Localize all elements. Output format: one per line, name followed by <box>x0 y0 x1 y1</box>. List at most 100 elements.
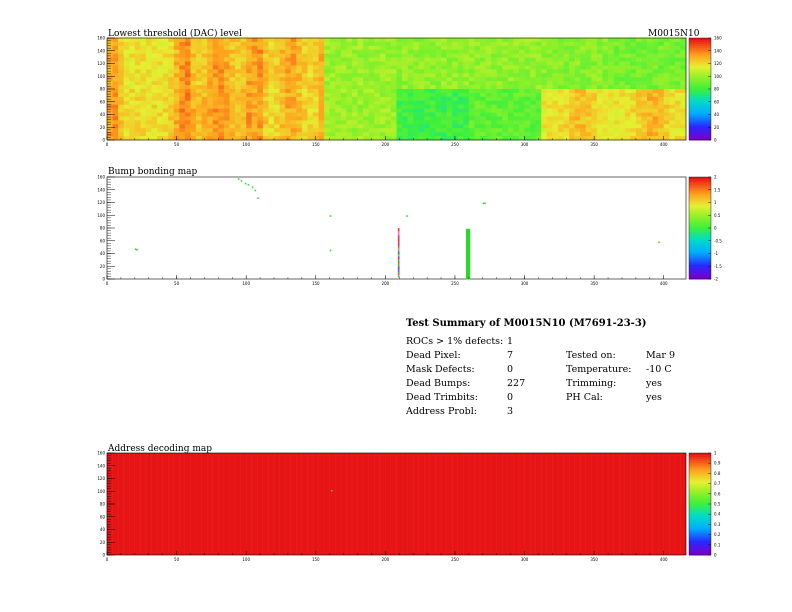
heatmap-cell <box>669 53 676 58</box>
heatmap-cell <box>396 61 403 66</box>
heatmap-cell <box>168 53 175 58</box>
heatmap-cell <box>452 120 459 125</box>
heatmap-cell <box>407 73 414 78</box>
dead-bump <box>136 249 138 251</box>
y-tick-label: 80 <box>100 502 106 507</box>
heatmap-cell <box>368 100 375 105</box>
scale-band <box>689 483 711 487</box>
scale-band <box>689 481 711 484</box>
heatmap-cell <box>179 53 186 58</box>
heatmap-cell <box>635 132 642 137</box>
heatmap-cell <box>123 124 130 129</box>
heatmap-cell <box>324 41 330 47</box>
heatmap-cell <box>663 85 670 90</box>
heatmap-cell <box>201 92 208 98</box>
heatmap-cell <box>518 112 525 117</box>
scale-band <box>689 107 711 110</box>
heatmap-cell <box>452 69 459 74</box>
heatmap-cell <box>474 77 481 82</box>
heatmap-cell <box>251 61 258 66</box>
heatmap-cell <box>184 96 191 102</box>
heatmap-cell <box>145 116 152 121</box>
heatmap-cell <box>546 77 553 82</box>
heatmap-cell <box>162 65 169 70</box>
scale-tick-label: 20 <box>714 125 720 130</box>
heatmap-cell <box>485 41 492 47</box>
heatmap-cell <box>235 120 241 125</box>
heatmap-cell <box>457 124 464 129</box>
heatmap-cell <box>647 81 653 86</box>
heatmap-cell <box>351 116 358 121</box>
heatmap-cell <box>251 65 258 70</box>
heatmap-cell <box>524 45 531 51</box>
heatmap-cell <box>151 57 158 62</box>
heatmap-cell <box>663 81 670 86</box>
heatmap-cell <box>674 136 681 141</box>
heatmap-cell <box>463 124 470 129</box>
heatmap-cell <box>480 128 486 133</box>
heatmap-cell <box>652 120 659 125</box>
heatmap-cell <box>162 61 169 66</box>
heatmap-cell <box>530 96 536 102</box>
scale-band <box>689 80 711 84</box>
heatmap-cell <box>635 124 642 129</box>
heatmap-cell <box>134 85 141 90</box>
heatmap-cell <box>368 85 375 90</box>
heatmap-cell <box>613 41 620 47</box>
heatmap-cell <box>619 108 626 113</box>
heatmap-cell <box>446 61 453 66</box>
heatmap-cell <box>390 104 397 109</box>
heatmap-cell <box>151 112 158 117</box>
heatmap-cell <box>435 124 442 129</box>
heatmap-cell <box>162 89 169 94</box>
heatmap-cell <box>446 89 453 94</box>
heatmap-cell <box>407 53 414 58</box>
heatmap-cell <box>212 81 219 86</box>
heatmap-cell <box>318 45 325 51</box>
heatmap-cell <box>424 41 431 47</box>
scale-band <box>689 223 711 227</box>
heatmap-cell <box>201 104 208 109</box>
heatmap-cell <box>541 124 548 129</box>
heatmap-cell <box>530 81 536 86</box>
heatmap-cell <box>658 53 665 58</box>
heatmap-cell <box>613 81 620 86</box>
scale-tick-label: 0.7 <box>714 481 721 486</box>
heatmap-cell <box>340 45 347 51</box>
threshold-map-title: Lowest threshold (DAC) level <box>108 29 242 39</box>
heatmap-cell <box>357 96 364 102</box>
heatmap-cell <box>112 57 119 62</box>
scale-band <box>689 274 711 278</box>
heatmap-cell <box>680 89 687 94</box>
heatmap-cell <box>413 81 420 86</box>
heatmap-cell <box>474 45 481 51</box>
heatmap-cell <box>463 77 470 82</box>
heatmap-cell <box>658 41 665 47</box>
heatmap-cell <box>235 45 241 51</box>
heatmap-cell <box>630 53 637 58</box>
heatmap-cell <box>468 100 475 105</box>
heatmap-cell <box>235 85 241 90</box>
heatmap-cell <box>652 108 659 113</box>
heatmap-cell <box>546 61 553 66</box>
heatmap-cell <box>357 69 364 74</box>
dead-bump <box>251 186 254 189</box>
heatmap-cell <box>184 73 191 78</box>
dead-bump <box>466 265 471 268</box>
heatmap-cell <box>379 124 386 129</box>
heatmap-cell <box>480 49 486 54</box>
heatmap-cell <box>585 124 592 129</box>
heatmap-cell <box>268 53 275 58</box>
dead-bump <box>466 232 471 235</box>
heatmap-cell <box>507 41 514 47</box>
heatmap-cell <box>290 81 297 86</box>
heatmap-cell <box>513 112 520 117</box>
heatmap-cell <box>368 128 375 133</box>
heatmap-cell <box>357 45 364 51</box>
heatmap-cell <box>324 57 330 62</box>
heatmap-cell <box>502 116 509 121</box>
heatmap-cell <box>123 49 130 54</box>
heatmap-cell <box>413 38 420 43</box>
heatmap-cell <box>413 45 420 51</box>
heatmap-cell <box>574 49 581 54</box>
